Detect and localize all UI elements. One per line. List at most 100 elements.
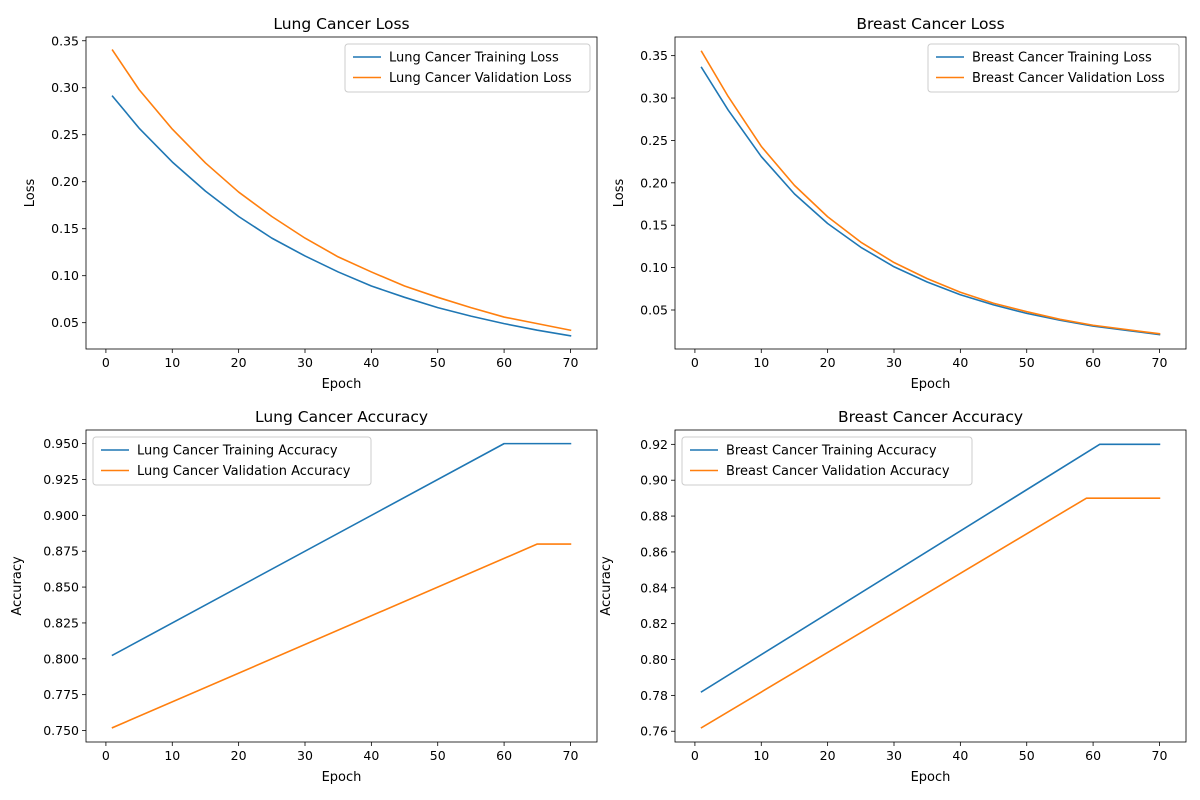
y-tick-label: 0.15 xyxy=(640,218,668,233)
y-tick-label: 0.35 xyxy=(51,33,79,48)
series-line-validation xyxy=(700,497,1161,729)
x-tick-label: 20 xyxy=(820,355,836,370)
y-tick-label: 0.76 xyxy=(640,724,668,739)
x-tick-label: 70 xyxy=(1152,748,1168,763)
legend-label: Breast Cancer Training Accuracy xyxy=(726,444,937,459)
x-tick-label: 50 xyxy=(1019,355,1035,370)
x-tick-label: 70 xyxy=(1152,355,1168,370)
x-tick-label: 20 xyxy=(231,748,247,763)
plot-frame xyxy=(85,429,598,743)
y-tick-label: 0.90 xyxy=(640,473,668,488)
x-tick-label: 40 xyxy=(363,748,379,763)
y-tick-label: 0.950 xyxy=(43,436,79,451)
x-tick-label: 30 xyxy=(886,355,902,370)
x-tick-label: 10 xyxy=(753,748,769,763)
y-tick-label: 0.30 xyxy=(51,80,79,95)
y-tick-label: 0.10 xyxy=(51,268,79,283)
legend-label: Lung Cancer Training Loss xyxy=(389,51,559,66)
x-tick-label: 10 xyxy=(753,355,769,370)
y-tick-label: 0.775 xyxy=(43,687,79,702)
y-tick-label: 0.900 xyxy=(43,508,79,523)
x-tick-label: 60 xyxy=(496,355,512,370)
x-tick-label: 0 xyxy=(102,355,110,370)
x-tick-label: 60 xyxy=(1085,748,1101,763)
y-tick-label: 0.20 xyxy=(640,175,668,190)
legend-box xyxy=(344,43,591,93)
legend-box xyxy=(92,436,372,486)
x-tick-label: 0 xyxy=(102,748,110,763)
legend-box xyxy=(927,43,1180,93)
x-tick-label: 70 xyxy=(563,355,579,370)
plot-frame xyxy=(85,36,598,350)
legend-label: Lung Cancer Training Accuracy xyxy=(137,444,338,459)
x-tick-label: 50 xyxy=(1019,748,1035,763)
x-tick-label: 20 xyxy=(820,748,836,763)
x-tick-label: 30 xyxy=(886,748,902,763)
x-tick-label: 70 xyxy=(563,748,579,763)
x-tick-label: 10 xyxy=(164,355,180,370)
series-line-training xyxy=(700,66,1161,336)
y-tick-label: 0.20 xyxy=(51,174,79,189)
x-axis-label: Epoch xyxy=(322,377,362,392)
series-line-validation xyxy=(111,543,572,729)
y-tick-label: 0.82 xyxy=(640,616,668,631)
x-tick-label: 0 xyxy=(691,355,699,370)
y-axis-label: Accuracy xyxy=(10,556,25,616)
x-tick-label: 40 xyxy=(363,355,379,370)
legend: Breast Cancer Training Loss Breast Cancer… xyxy=(927,43,1180,93)
legend-label: Breast Cancer Validation Loss xyxy=(972,71,1165,86)
y-tick-label: 0.92 xyxy=(640,437,668,452)
series-line-training xyxy=(111,95,572,337)
x-tick-label: 30 xyxy=(297,748,313,763)
y-tick-label: 0.86 xyxy=(640,544,668,559)
series-line-training xyxy=(111,442,572,657)
y-tick-label: 0.25 xyxy=(640,133,668,148)
y-tick-label: 0.825 xyxy=(43,615,79,630)
legend-label: Lung Cancer Validation Loss xyxy=(389,71,572,86)
x-tick-label: 30 xyxy=(297,355,313,370)
x-axis-label: Epoch xyxy=(911,377,951,392)
legend: Lung Cancer Training Accuracy Lung Cancer… xyxy=(92,436,372,486)
y-tick-label: 0.35 xyxy=(640,48,668,63)
y-tick-label: 0.850 xyxy=(43,580,79,595)
x-tick-label: 20 xyxy=(231,355,247,370)
x-tick-label: 60 xyxy=(496,748,512,763)
legend-label: Breast Cancer Validation Accuracy xyxy=(726,464,950,479)
y-tick-label: 0.800 xyxy=(43,651,79,666)
y-tick-label: 0.15 xyxy=(51,221,79,236)
y-tick-label: 0.84 xyxy=(640,580,668,595)
y-tick-label: 0.88 xyxy=(640,509,668,524)
plot-frame xyxy=(674,429,1187,743)
y-tick-label: 0.10 xyxy=(640,260,668,275)
series-line-training xyxy=(700,443,1161,693)
series-line-validation xyxy=(700,50,1161,335)
chart-title: Breast Cancer Loss xyxy=(856,15,1004,33)
x-axis-label: Epoch xyxy=(911,770,951,785)
chart-panel-4: 0 10 20 30 40 50 60 70 0.76 0.78 0.80 0.82 0.84 0.86 0… xyxy=(599,408,1187,785)
chart-panel-1: 0 10 20 30 40 50 60 70 0.05 0.10 0.15 0.20 0.25 0.30 0… xyxy=(23,15,598,392)
y-tick-label: 0.05 xyxy=(51,315,79,330)
y-tick-label: 0.750 xyxy=(43,723,79,738)
y-tick-label: 0.875 xyxy=(43,544,79,559)
y-tick-label: 0.05 xyxy=(640,303,668,318)
y-axis-label: Loss xyxy=(612,179,627,208)
y-axis-label: Loss xyxy=(23,179,38,208)
x-tick-label: 40 xyxy=(952,355,968,370)
chart-title: Breast Cancer Accuracy xyxy=(838,408,1023,426)
x-tick-label: 0 xyxy=(691,748,699,763)
x-tick-label: 10 xyxy=(164,748,180,763)
chart-title: Lung Cancer Accuracy xyxy=(255,408,428,426)
x-tick-label: 50 xyxy=(430,748,446,763)
chart-title: Lung Cancer Loss xyxy=(273,15,409,33)
chart-panel-3: 0 10 20 30 40 50 60 70 0.750 0.775 0.800 0.825 0.850… xyxy=(10,408,598,785)
series-line-validation xyxy=(111,49,572,332)
x-tick-label: 50 xyxy=(430,355,446,370)
y-tick-label: 0.78 xyxy=(640,688,668,703)
legend-label: Breast Cancer Training Loss xyxy=(972,51,1152,66)
chart-panel-2: 0 10 20 30 40 50 60 70 0.05 0.10 0.15 0.20 0.25 0.30 0… xyxy=(612,15,1187,392)
legend: Breast Cancer Training Accuracy Breast Ca… xyxy=(681,436,973,486)
y-tick-label: 0.80 xyxy=(640,652,668,667)
x-tick-label: 40 xyxy=(952,748,968,763)
x-axis-label: Epoch xyxy=(322,770,362,785)
